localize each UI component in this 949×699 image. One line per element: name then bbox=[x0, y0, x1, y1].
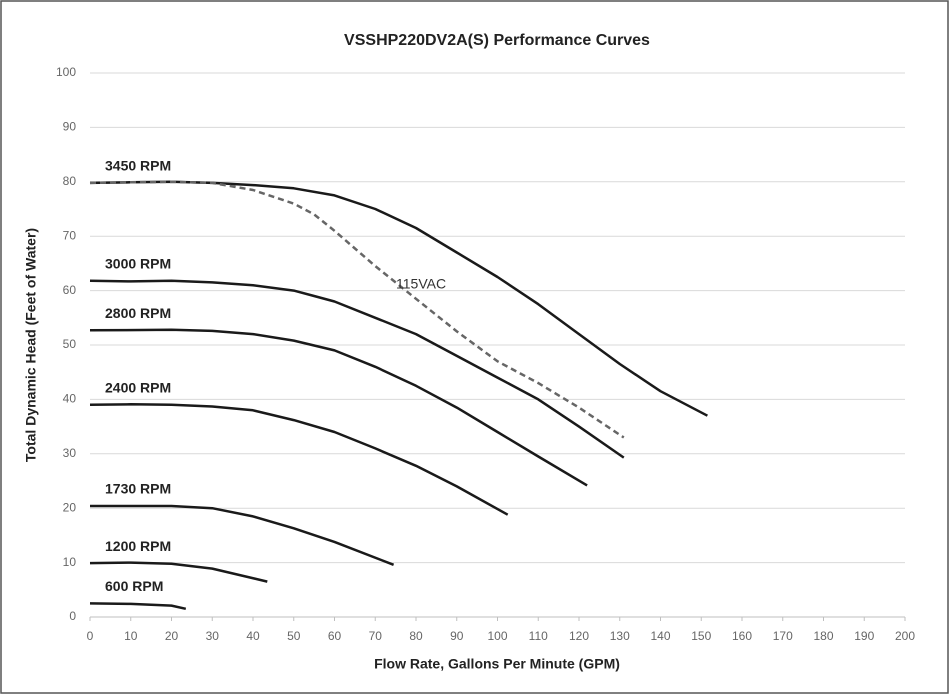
y-tick-label: 60 bbox=[63, 283, 77, 297]
series-line bbox=[89, 561, 268, 583]
x-tick-label: 30 bbox=[206, 629, 220, 643]
x-tick-label: 200 bbox=[895, 629, 915, 643]
x-tick-label: 70 bbox=[369, 629, 383, 643]
series-annotation: 115VAC bbox=[396, 275, 446, 291]
series-label: 2800 RPM bbox=[105, 305, 171, 321]
series-line bbox=[89, 279, 625, 459]
x-tick-label: 170 bbox=[773, 629, 793, 643]
x-tick-label: 100 bbox=[487, 629, 507, 643]
x-tick-label: 160 bbox=[732, 629, 752, 643]
x-tick-label: 40 bbox=[246, 629, 260, 643]
x-axis-label: Flow Rate, Gallons Per Minute (GPM) bbox=[374, 656, 620, 672]
x-tick-label: 0 bbox=[87, 629, 94, 643]
y-tick-label: 20 bbox=[63, 500, 77, 514]
series-label: 1200 RPM bbox=[105, 538, 171, 554]
x-tick-label: 10 bbox=[124, 629, 138, 643]
series-label: 2400 RPM bbox=[105, 380, 171, 396]
series-label: 3000 RPM bbox=[105, 256, 171, 272]
x-tick-label: 140 bbox=[650, 629, 670, 643]
series-label: 3450 RPM bbox=[105, 158, 171, 174]
x-tick-label: 90 bbox=[450, 629, 464, 643]
series-line bbox=[89, 403, 509, 516]
y-tick-label: 40 bbox=[63, 392, 77, 406]
series-line bbox=[89, 328, 588, 487]
x-tick-label: 60 bbox=[328, 629, 342, 643]
x-tick-label: 130 bbox=[610, 629, 630, 643]
x-tick-label: 150 bbox=[691, 629, 711, 643]
y-axis-label: Total Dynamic Head (Feet of Water) bbox=[23, 228, 39, 462]
x-tick-label: 120 bbox=[569, 629, 589, 643]
series-line bbox=[89, 602, 187, 611]
y-tick-label: 80 bbox=[63, 174, 77, 188]
y-tick-label: 0 bbox=[69, 609, 76, 623]
x-tick-label: 190 bbox=[854, 629, 874, 643]
series-label: 1730 RPM bbox=[105, 481, 171, 497]
y-tick-label: 90 bbox=[63, 120, 77, 134]
series-label: 600 RPM bbox=[105, 578, 163, 594]
x-tick-label: 50 bbox=[287, 629, 301, 643]
x-tick-label: 110 bbox=[529, 629, 548, 643]
series-line bbox=[90, 504, 395, 566]
x-tick-label: 20 bbox=[165, 629, 179, 643]
y-tick-label: 10 bbox=[63, 555, 77, 569]
series-line bbox=[89, 180, 625, 439]
y-tick-label: 70 bbox=[63, 228, 77, 242]
y-tick-label: 100 bbox=[56, 65, 76, 79]
y-tick-label: 50 bbox=[63, 337, 77, 351]
x-tick-label: 180 bbox=[813, 629, 833, 643]
x-tick-label: 80 bbox=[409, 629, 423, 643]
y-tick-label: 30 bbox=[63, 446, 77, 460]
chart-title: VSSHP220DV2A(S) Performance Curves bbox=[344, 32, 650, 49]
